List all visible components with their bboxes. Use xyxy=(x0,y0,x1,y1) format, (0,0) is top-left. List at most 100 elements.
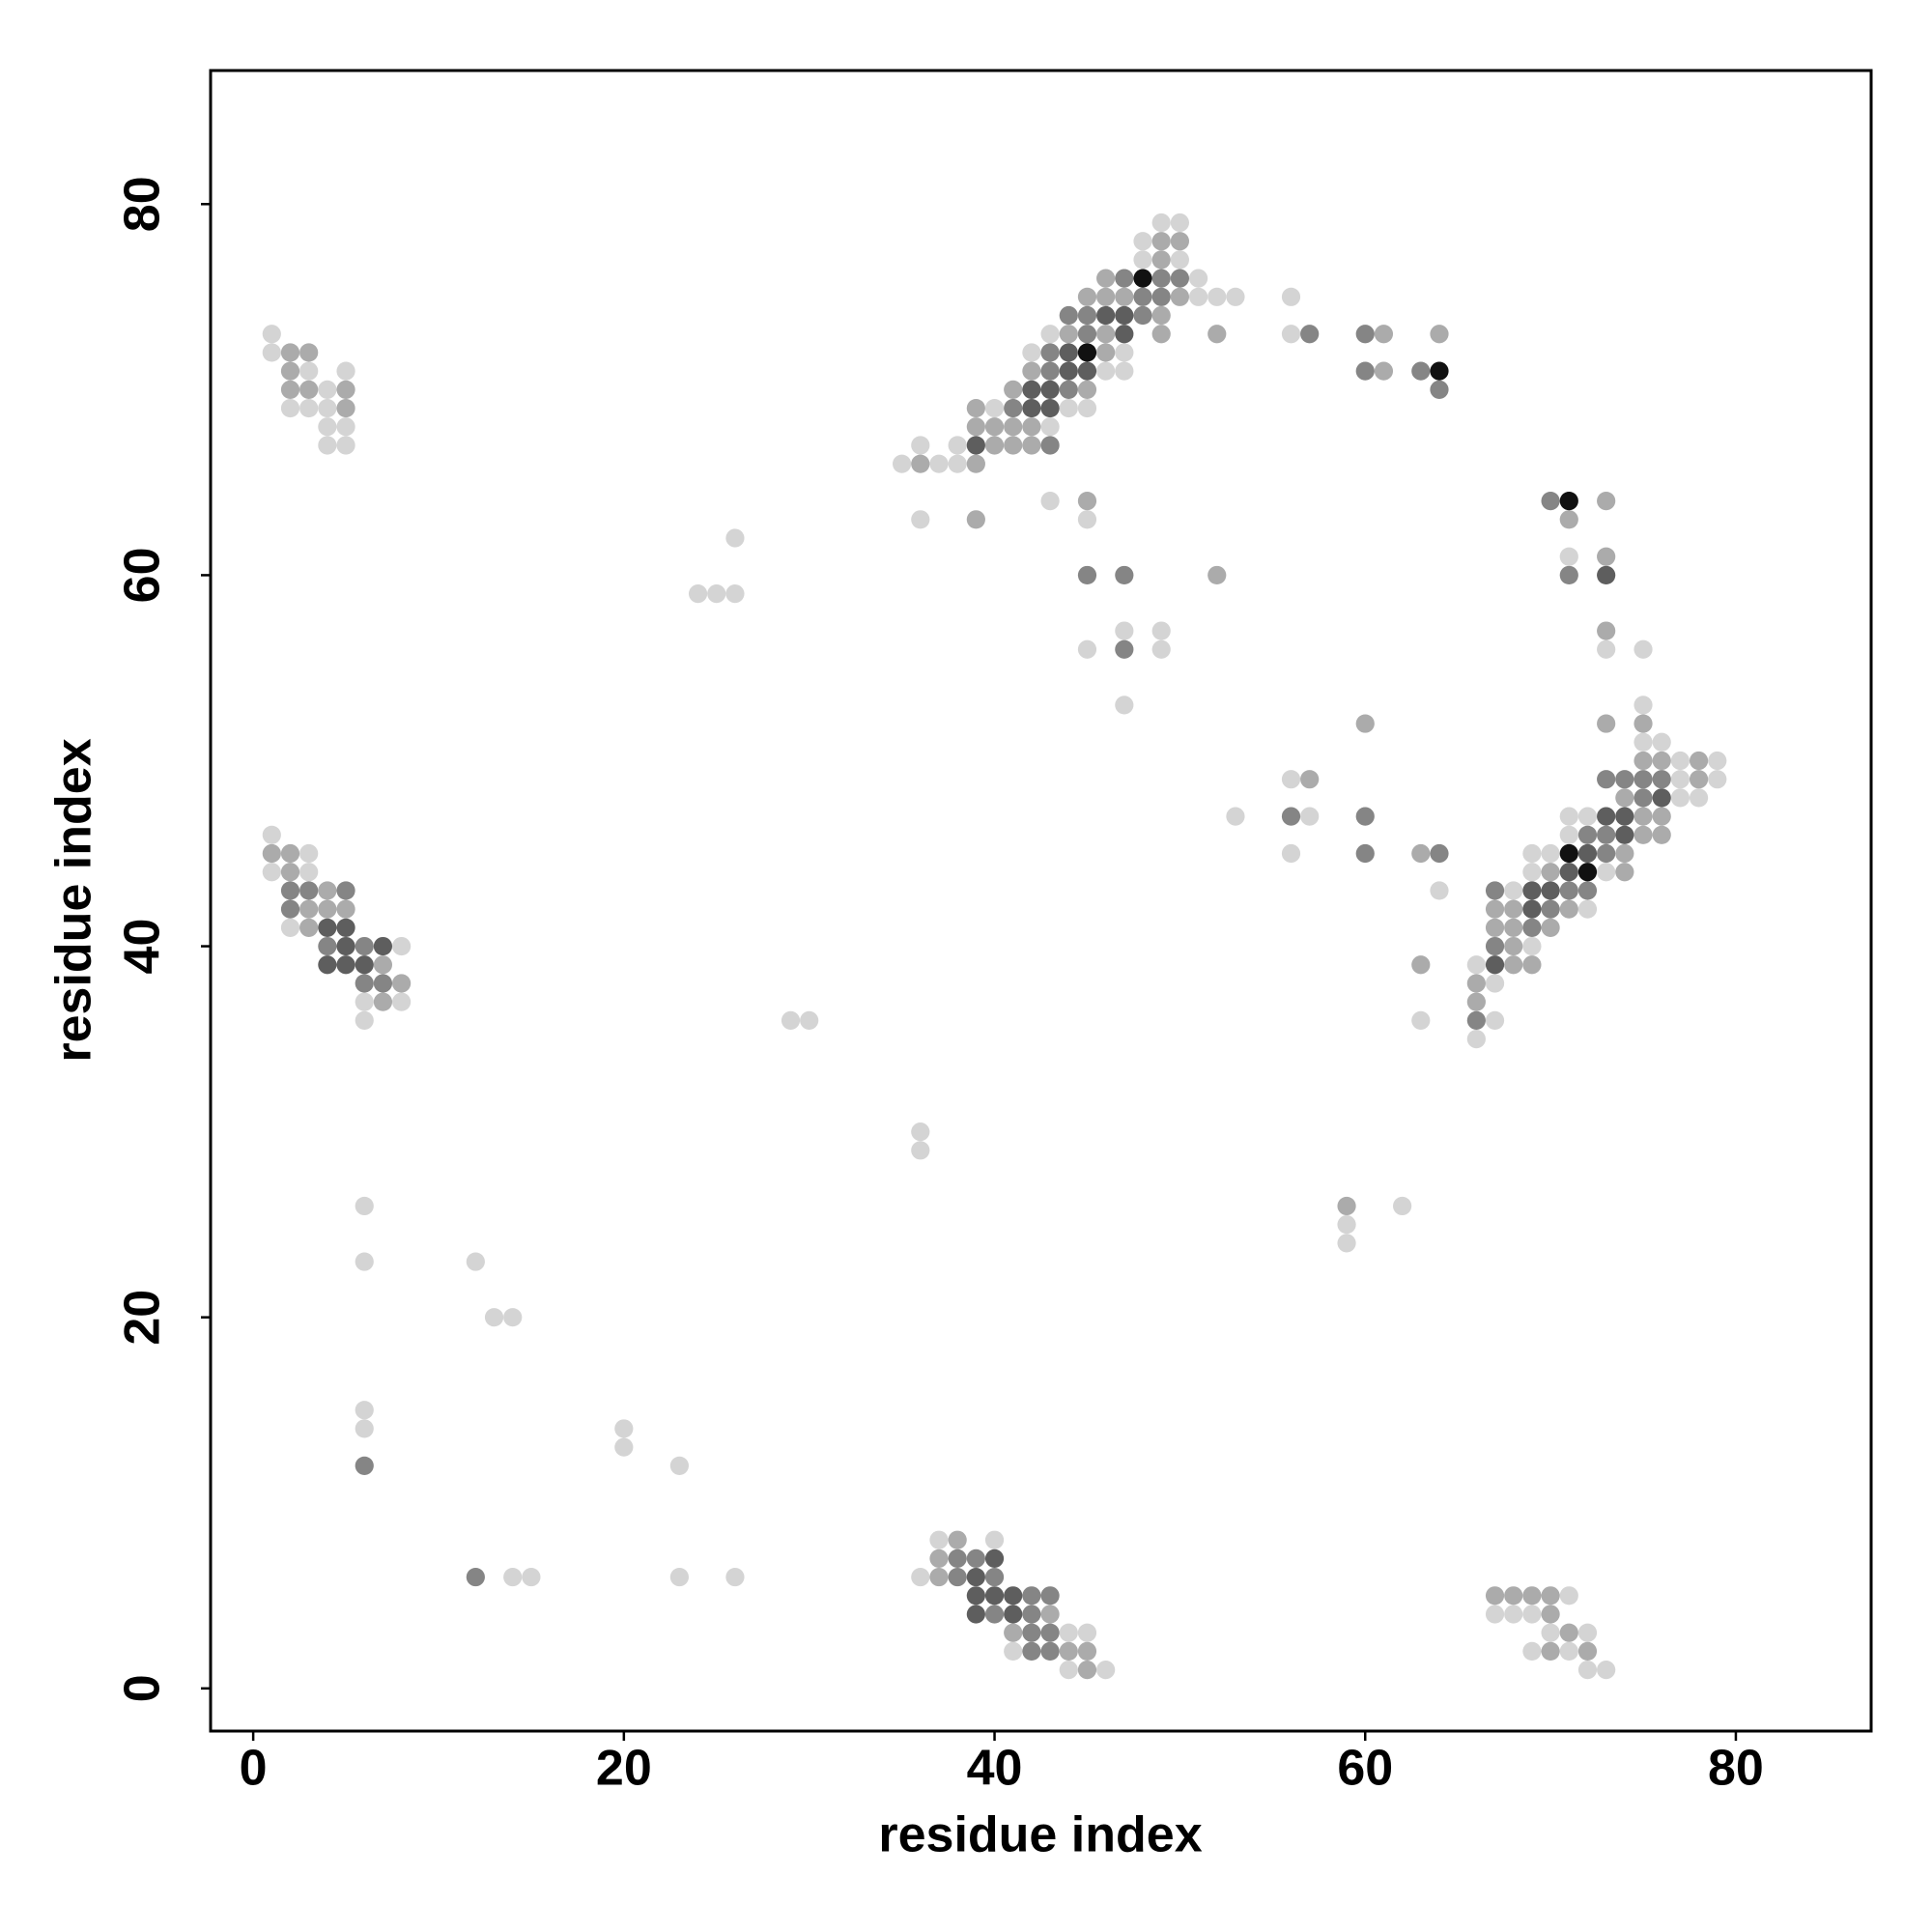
contact-point xyxy=(1281,843,1301,864)
contact-point xyxy=(503,1567,523,1587)
contact-point xyxy=(1466,955,1486,975)
contact-point xyxy=(1485,936,1505,956)
contact-point xyxy=(1022,417,1041,437)
contact-point xyxy=(688,584,708,604)
contact-point xyxy=(1411,1010,1431,1030)
contact-point xyxy=(1115,565,1134,585)
contact-point xyxy=(262,843,281,864)
contact-point xyxy=(781,1010,801,1030)
contact-point xyxy=(1355,807,1375,826)
contact-point xyxy=(1504,881,1523,900)
x-tick-label: 60 xyxy=(1337,1741,1393,1797)
contact-point xyxy=(1059,1623,1078,1642)
contact-point xyxy=(1337,1234,1356,1253)
contact-point xyxy=(1040,380,1060,399)
contact-point xyxy=(1652,788,1671,808)
contact-point xyxy=(299,899,319,919)
contact-point xyxy=(1559,899,1578,919)
contact-point xyxy=(948,1548,967,1568)
contact-point xyxy=(911,1567,930,1587)
contact-point xyxy=(948,436,967,455)
contact-point xyxy=(1096,361,1116,381)
contact-point xyxy=(948,454,967,473)
contact-point xyxy=(984,1605,1005,1624)
contact-point xyxy=(1133,305,1152,326)
contact-point xyxy=(336,881,355,900)
contact-point xyxy=(1522,936,1542,956)
x-tick-label: 20 xyxy=(596,1741,652,1797)
contact-point xyxy=(355,955,374,975)
contact-point xyxy=(1504,899,1523,919)
contact-point xyxy=(503,1308,523,1327)
contact-point xyxy=(1077,639,1097,659)
contact-point xyxy=(336,955,355,975)
contact-point xyxy=(1170,287,1189,306)
contact-point xyxy=(984,1586,1005,1605)
contact-point xyxy=(1337,1196,1356,1216)
contact-point xyxy=(1634,751,1653,771)
contact-point xyxy=(1059,1661,1078,1680)
contact-point xyxy=(1077,1661,1097,1680)
contact-point xyxy=(1022,361,1041,381)
contact-point xyxy=(373,974,393,993)
contact-point xyxy=(336,398,355,418)
contact-point xyxy=(1577,1623,1598,1642)
contact-point xyxy=(1096,305,1116,326)
contact-point xyxy=(929,1530,949,1549)
contact-point xyxy=(1597,621,1616,640)
contact-point xyxy=(1059,343,1078,362)
contact-point xyxy=(911,510,930,529)
contact-point xyxy=(1577,899,1598,919)
contact-point xyxy=(911,1141,930,1160)
contact-point xyxy=(1004,1586,1023,1605)
contact-point xyxy=(929,1567,949,1587)
contact-point xyxy=(1615,788,1634,808)
contact-point xyxy=(1597,825,1616,844)
contact-point xyxy=(1559,863,1578,882)
contact-point xyxy=(1541,1605,1560,1624)
contact-point xyxy=(1151,325,1171,344)
contact-point xyxy=(355,992,374,1011)
contact-point xyxy=(1077,510,1097,529)
contact-point xyxy=(1522,1641,1542,1662)
contact-point xyxy=(800,1010,819,1030)
contact-point xyxy=(1577,1641,1598,1662)
contact-point xyxy=(1522,1605,1542,1624)
contact-point xyxy=(1615,770,1634,789)
contact-point xyxy=(1059,361,1078,381)
contact-point xyxy=(1151,305,1171,326)
contact-point xyxy=(1541,863,1560,882)
contact-point xyxy=(1577,807,1598,826)
contact-point xyxy=(984,417,1005,437)
contact-point xyxy=(1133,232,1152,251)
contact-point xyxy=(1004,417,1023,437)
x-tick-label: 80 xyxy=(1708,1741,1764,1797)
contact-point xyxy=(318,436,337,455)
contact-point xyxy=(280,361,300,381)
x-axis-title: residue index xyxy=(878,1807,1202,1863)
contact-point xyxy=(966,454,985,473)
contact-point xyxy=(1430,881,1449,900)
contact-point xyxy=(1430,843,1449,864)
contact-point xyxy=(280,918,300,937)
contact-point xyxy=(280,380,300,399)
contact-point xyxy=(318,881,337,900)
contact-point xyxy=(1077,1641,1097,1662)
contact-point xyxy=(1040,1605,1060,1624)
contact-point xyxy=(1652,770,1671,789)
contact-point xyxy=(299,863,319,882)
contact-point xyxy=(1004,436,1023,455)
contact-point xyxy=(1670,751,1690,771)
contact-point xyxy=(1485,955,1505,975)
contact-point xyxy=(318,955,337,975)
contact-point xyxy=(1615,807,1634,826)
contact-point xyxy=(373,992,393,1011)
contact-point xyxy=(1504,955,1523,975)
contact-point xyxy=(336,436,355,455)
contact-point xyxy=(1634,807,1653,826)
contact-point xyxy=(614,1419,634,1438)
contact-point xyxy=(1077,565,1097,585)
contact-point xyxy=(466,1567,485,1587)
contact-point xyxy=(355,1252,374,1271)
